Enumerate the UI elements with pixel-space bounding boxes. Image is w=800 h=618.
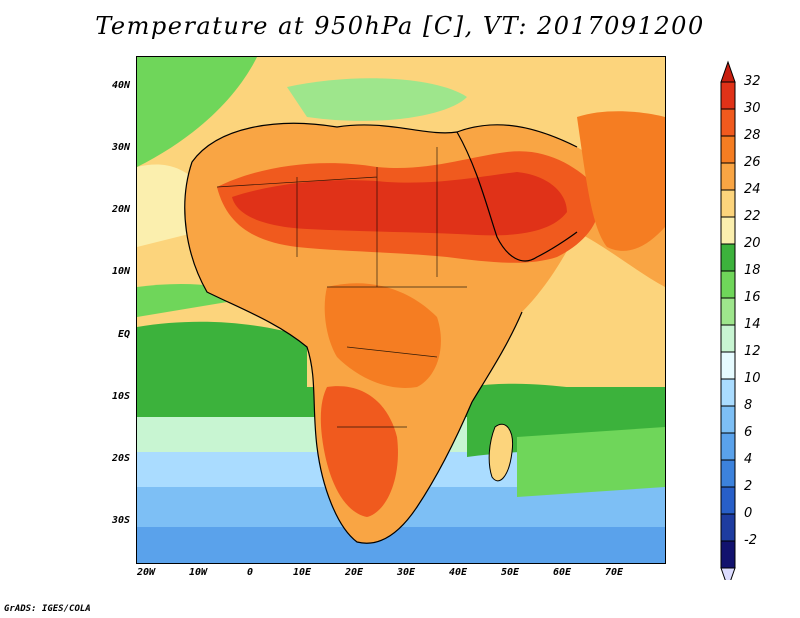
- colorbar-swatch: [720, 135, 736, 164]
- colorbar-label: 18: [744, 263, 761, 278]
- lon-label-10w: 10W: [188, 567, 208, 578]
- coastline: [184, 122, 578, 544]
- colorbar-label: 22: [744, 209, 761, 224]
- lat-label-30s: 30S: [111, 515, 130, 526]
- lat-label-40n: 40N: [111, 80, 130, 91]
- colorbar-label: 26: [744, 155, 761, 170]
- south-ocean-band-8: [137, 527, 665, 563]
- colorbar-swatch: [720, 270, 736, 299]
- credit-text: GrADS: IGES/COLA: [4, 604, 91, 614]
- colorbar-swatch: [720, 189, 736, 218]
- colorbar-label: 12: [744, 344, 761, 359]
- lat-label-30n: 30N: [111, 142, 130, 153]
- lon-label-20e: 20E: [344, 567, 364, 578]
- madagascar: [488, 423, 514, 482]
- mediterranean-cool: [287, 78, 467, 121]
- colorbar-label: -2: [744, 533, 757, 548]
- lon-label-50e: 50E: [500, 567, 520, 578]
- sahara-hottest: [232, 172, 567, 236]
- colorbar-swatch: [720, 297, 736, 326]
- colorbar: [720, 60, 736, 580]
- colorbar-label: 6: [744, 425, 753, 440]
- country-borders: [216, 147, 467, 428]
- temperature-map: [136, 56, 666, 564]
- lon-label-30e: 30E: [396, 567, 416, 578]
- lon-label-10e: 10E: [292, 567, 312, 578]
- lat-label-20s: 20S: [111, 453, 130, 464]
- colorbar-label: 24: [744, 182, 761, 197]
- colorbar-swatch: [720, 351, 736, 380]
- colorbar-label: 30: [744, 101, 761, 116]
- colorbar-label: 14: [744, 317, 761, 332]
- atlantic-equatorial-green: [137, 321, 307, 402]
- lon-label-0: 0: [246, 567, 254, 578]
- lon-label-20w: 20W: [136, 567, 156, 578]
- colorbar-swatch: [720, 243, 736, 272]
- colorbar-label: 4: [744, 452, 753, 467]
- colorbar-swatch: [720, 216, 736, 245]
- colorbar-swatch: [720, 324, 736, 353]
- colorbar-swatch: [720, 432, 736, 461]
- lon-label-40e: 40E: [448, 567, 468, 578]
- colorbar-label: 10: [744, 371, 761, 386]
- lat-label-10s: 10S: [111, 391, 130, 402]
- colorbar-label: 8: [744, 398, 753, 413]
- colorbar-label: 2: [744, 479, 753, 494]
- colorbar-label: 28: [744, 128, 761, 143]
- colorbar-swatch: [720, 540, 736, 569]
- colorbar-label: 32: [744, 74, 761, 89]
- chart-title: Temperature at 950hPa [C], VT: 201709120…: [95, 12, 705, 40]
- colorbar-label: 16: [744, 290, 761, 305]
- colorbar-label: 20: [744, 236, 761, 251]
- lat-label-20n: 20N: [111, 204, 130, 215]
- colorbar-swatch: [720, 162, 736, 191]
- colorbar-swatch: [720, 81, 736, 110]
- colorbar-swatch: [720, 459, 736, 488]
- colorbar-label: 0: [744, 506, 753, 521]
- lat-label-eq: EQ: [117, 329, 130, 340]
- colorbar-swatch: [720, 513, 736, 542]
- north-atlantic-green: [137, 57, 257, 167]
- colorbar-bottom-arrow: [720, 567, 736, 580]
- colorbar-swatch: [720, 405, 736, 434]
- lon-label-70e: 70E: [604, 567, 624, 578]
- lat-label-10n: 10N: [111, 266, 130, 277]
- colorbar-swatch: [720, 108, 736, 137]
- south-asia-warm: [577, 111, 665, 251]
- central-africa-warm: [324, 283, 441, 388]
- colorbar-swatch: [720, 378, 736, 407]
- indian-ocean-light-green: [517, 427, 665, 497]
- map-field: [137, 57, 665, 563]
- colorbar-top-arrow: [720, 60, 736, 83]
- southern-africa-hot: [320, 386, 398, 517]
- lon-label-60e: 60E: [552, 567, 572, 578]
- colorbar-swatch: [720, 486, 736, 515]
